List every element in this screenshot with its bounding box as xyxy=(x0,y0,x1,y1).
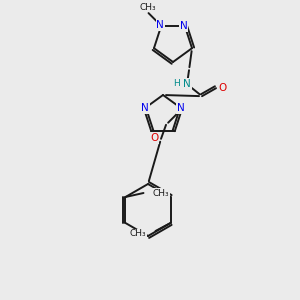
Text: N: N xyxy=(141,103,149,113)
Text: O: O xyxy=(150,133,158,143)
Text: N: N xyxy=(156,20,164,30)
Text: O: O xyxy=(218,83,226,93)
Text: CH₃: CH₃ xyxy=(152,188,169,197)
Text: CH₃: CH₃ xyxy=(130,230,146,238)
Text: N: N xyxy=(177,103,185,113)
Text: N: N xyxy=(180,21,188,31)
Text: N: N xyxy=(183,79,191,89)
Text: CH₃: CH₃ xyxy=(139,3,156,12)
Text: H: H xyxy=(173,79,180,88)
